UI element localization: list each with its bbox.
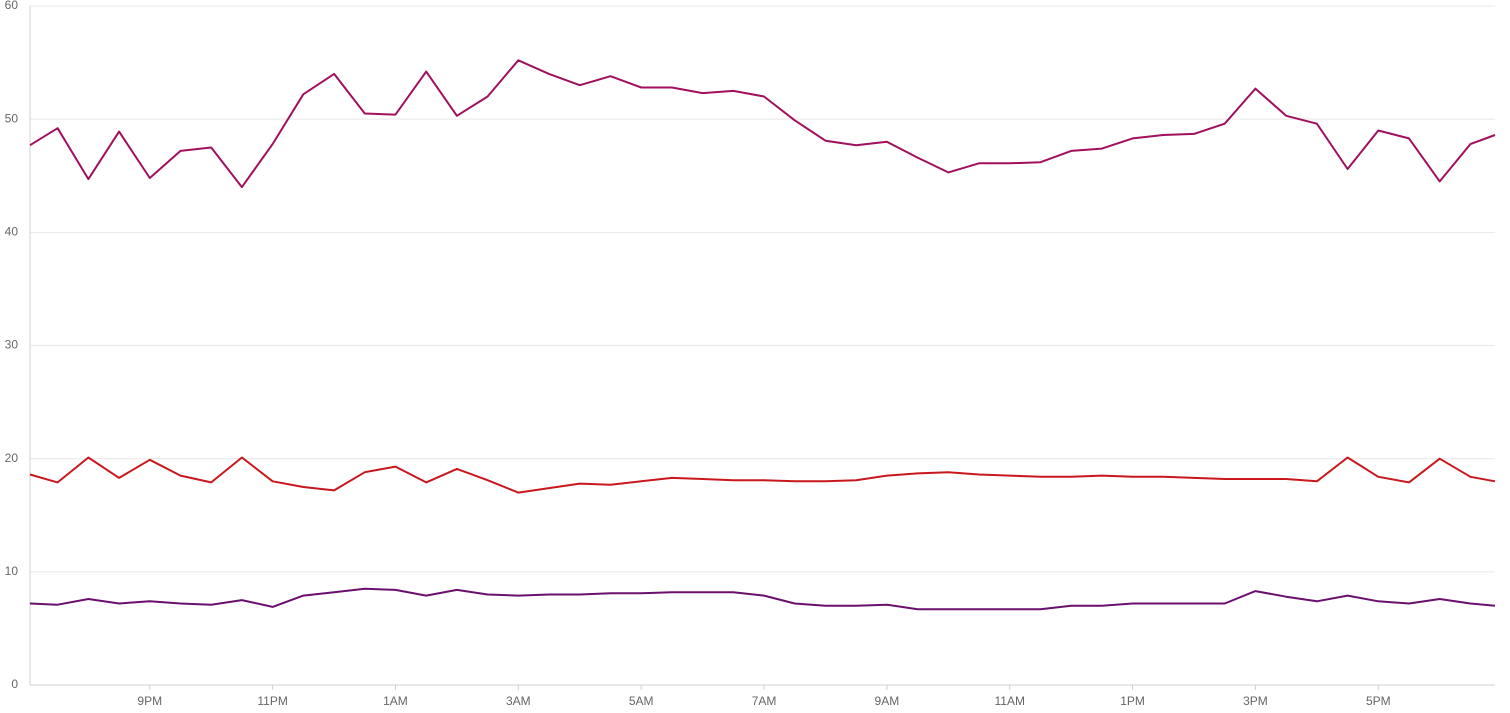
y-tick-label: 20 xyxy=(5,451,19,465)
x-tick-label: 11AM xyxy=(995,694,1025,708)
y-tick-label: 40 xyxy=(5,225,19,239)
x-tick-label: 5AM xyxy=(629,694,654,708)
x-tick-label: 3PM xyxy=(1243,694,1268,708)
x-tick-label: 7AM xyxy=(752,694,777,708)
y-tick-label: 30 xyxy=(5,338,19,352)
x-tick-label: 9AM xyxy=(875,694,900,708)
y-tick-label: 50 xyxy=(5,111,19,125)
x-tick-label: 9PM xyxy=(137,694,162,708)
y-tick-label: 10 xyxy=(5,564,19,578)
y-tick-label: 60 xyxy=(5,0,19,12)
x-tick-label: 1PM xyxy=(1120,694,1145,708)
x-tick-label: 11PM xyxy=(257,694,287,708)
series-line xyxy=(29,456,1496,494)
y-tick-label: 0 xyxy=(11,677,18,691)
x-tick-label: 1AM xyxy=(383,694,408,708)
series-line xyxy=(29,59,1496,189)
series-line xyxy=(29,587,1496,611)
x-tick-label: 3AM xyxy=(506,694,531,708)
x-tick-label: 5PM xyxy=(1366,694,1391,708)
